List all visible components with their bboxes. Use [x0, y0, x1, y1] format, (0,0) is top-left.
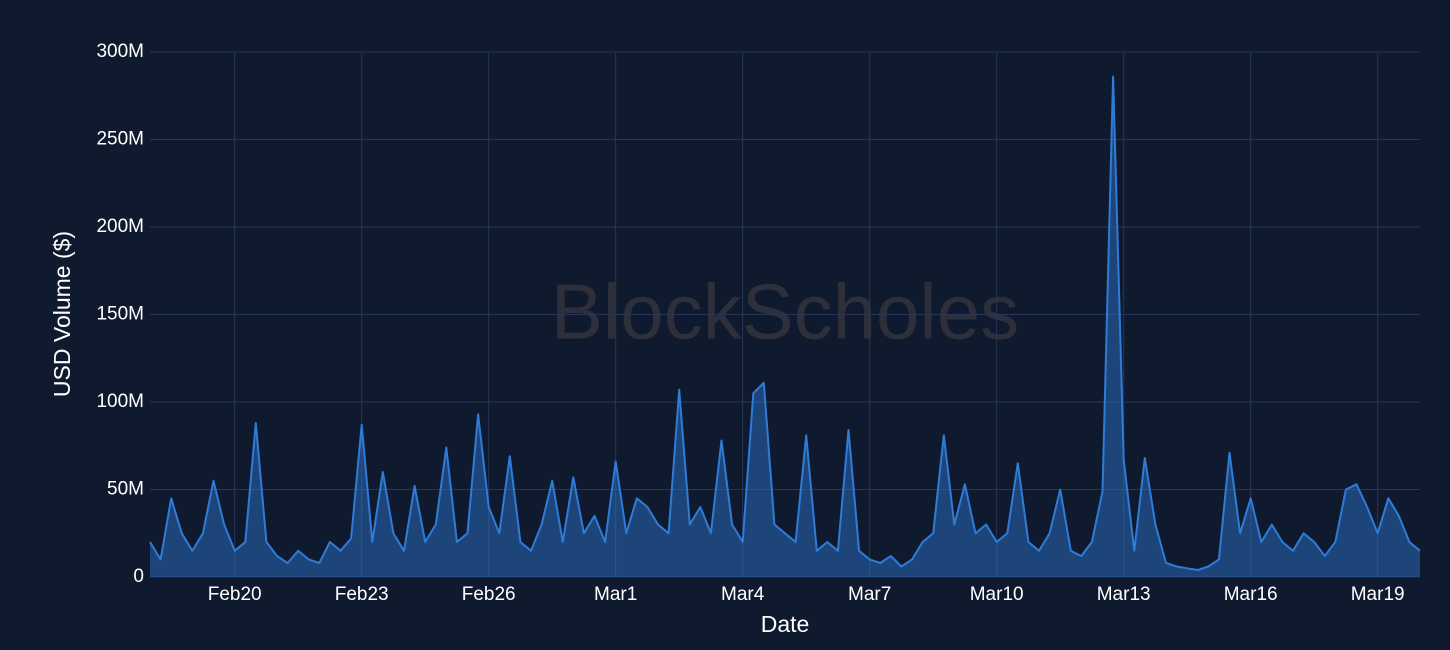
y-tick-label: 150M — [96, 304, 144, 325]
x-axis-title: Date — [761, 611, 810, 637]
y-tick-label: 300M — [96, 41, 144, 62]
y-tick-label: 50M — [107, 479, 144, 500]
x-tick-label: Mar7 — [848, 584, 891, 605]
x-tick-label: Feb20 — [208, 584, 262, 605]
x-tick-label: Mar4 — [721, 584, 765, 605]
y-tick-label: 100M — [96, 391, 144, 412]
x-tick-label: Mar19 — [1351, 584, 1405, 605]
x-tick-label: Feb26 — [462, 584, 516, 605]
y-axis-title: USD Volume ($) — [49, 231, 75, 397]
area-line — [149, 75, 1421, 571]
x-tick-label: Mar10 — [970, 584, 1024, 605]
y-tick-label: 0 — [133, 566, 144, 587]
y-tick-label: 200M — [96, 216, 144, 237]
x-tick-label: Mar13 — [1097, 584, 1151, 605]
watermark: BlockScholes — [551, 268, 1019, 356]
x-tick-label: Feb23 — [335, 584, 389, 605]
x-tick-label: Mar16 — [1224, 584, 1278, 605]
y-tick-label: 250M — [96, 129, 144, 150]
x-tick-label: Mar1 — [594, 584, 637, 605]
